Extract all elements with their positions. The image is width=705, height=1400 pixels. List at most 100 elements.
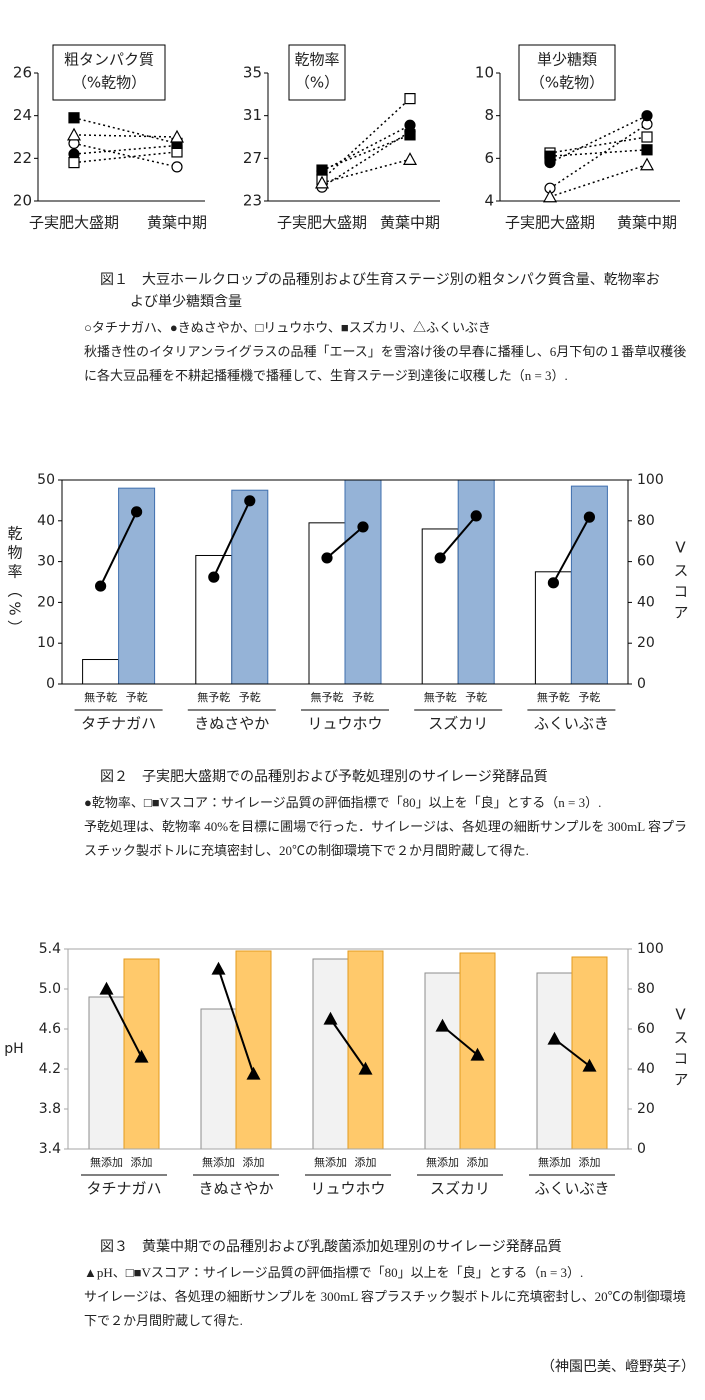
y2-axis-title: Vスコア [672, 1006, 690, 1093]
y-axis-title: pH [4, 1041, 23, 1057]
y-tick-label: 20 [37, 594, 55, 610]
series-line [321, 98, 411, 181]
chart-subtitle: （%） [295, 74, 339, 92]
bar-group-label: 無予乾 [424, 690, 457, 704]
y-tick-label: 24 [13, 106, 32, 124]
caption-note: 秋播き性のイタリアンライグラスの品種「エース」を雪溶け後の早春に播種し、6月下旬… [84, 344, 687, 383]
marker [404, 92, 416, 105]
x-tick-label: 子実肥大盛期 [505, 214, 595, 232]
y-tick-label: 6 [484, 149, 494, 167]
marker [582, 1058, 597, 1072]
marker [404, 119, 416, 131]
marker [323, 1011, 338, 1025]
bar [571, 956, 608, 1150]
plot-frame [61, 479, 629, 685]
chart-title: 単少糖類 [537, 51, 597, 69]
bar-group-label: 無予乾 [197, 690, 230, 704]
y-tick-label: 35 [243, 64, 262, 82]
series-line [217, 968, 255, 1075]
y-tick-label: 22 [13, 149, 32, 167]
y2-tick-label: 100 [637, 472, 664, 488]
bar-group-label: 無予乾 [84, 690, 117, 704]
marker [321, 552, 333, 564]
bar-group-label: 無添加 [426, 1155, 459, 1169]
marker [583, 511, 596, 523]
marker [641, 110, 653, 122]
series-line [212, 500, 251, 578]
bar [231, 489, 269, 685]
bar-group-label: 予乾 [465, 691, 487, 704]
chart-title: 粗タンパク質 [64, 51, 154, 69]
x-tick-label: きぬさやか [194, 715, 269, 733]
series-line [73, 134, 178, 138]
y2-tick-label: 80 [637, 513, 655, 529]
marker [211, 961, 226, 975]
marker [404, 129, 416, 141]
bar [312, 958, 349, 1150]
bar [235, 950, 272, 1150]
y-tick-label: 10 [475, 64, 494, 82]
marker [134, 1049, 149, 1063]
caption: 図１ 大豆ホールクロップの品種別および生育ステージ別の粗タンパク質含量、乾物率お… [84, 270, 698, 388]
marker [94, 580, 107, 592]
bar-group-label: 予乾 [239, 691, 261, 704]
x-tick-label: 子実肥大盛期 [277, 214, 367, 232]
marker [316, 164, 328, 176]
bar-group-label: 無添加 [202, 1155, 235, 1169]
y-tick-label: 23 [243, 192, 262, 210]
series-line [321, 131, 411, 188]
y-tick-label: 3.8 [39, 1101, 61, 1117]
marker [171, 161, 183, 173]
marker [131, 506, 143, 518]
bar-group-label: 添加 [355, 1156, 377, 1169]
y-tick-label: 0 [46, 676, 55, 692]
caption-legend: ●乾物率、□■Vスコア：サイレージ品質の評価指標で「80」以上を「良」とする（n… [84, 795, 602, 810]
y-tick-label: 5.0 [39, 981, 61, 997]
y-tick-label: 3.4 [39, 1141, 61, 1157]
caption-note: 予乾処理は、乾物率 40%を目標に圃場で行った．サイレージは、各処理の細断サンプ… [84, 819, 687, 858]
x-tick-label: タチナガハ [86, 1180, 161, 1198]
bar-group-label: 予乾 [352, 691, 374, 704]
y-tick-label: 26 [13, 64, 32, 82]
marker [470, 1047, 485, 1061]
y-tick-label: 31 [243, 106, 262, 124]
marker [68, 157, 80, 169]
bar [536, 972, 573, 1150]
bar [82, 659, 120, 685]
caption-title: 図１ 大豆ホールクロップの品種別および生育ステージ別の粗タンパク質含量、乾物率お… [100, 273, 660, 310]
y2-tick-label: 20 [637, 1101, 655, 1117]
caption: 図２ 子実肥大盛期での品種別および予乾処理別のサイレージ発酵品質 ●乾物率、□■… [84, 767, 698, 863]
x-tick-label: リュウホウ [310, 1180, 385, 1198]
x-tick-label: 黄葉中期 [380, 214, 440, 232]
bar-group-label: 無添加 [314, 1155, 347, 1169]
series-line [73, 117, 178, 145]
chart-title: 乾物率 [294, 51, 339, 69]
author: （神園巴美、嶝野英子） [541, 1360, 695, 1375]
marker [544, 150, 556, 162]
series-line [73, 144, 178, 155]
bar-group-label: 無予乾 [537, 690, 570, 704]
bar-group-label: 無添加 [538, 1155, 571, 1169]
series-line [73, 151, 178, 164]
y2-tick-label: 20 [637, 635, 655, 651]
bar [347, 950, 384, 1150]
series-line [549, 136, 648, 154]
title-box [52, 44, 166, 101]
x-tick-label: ふくいぶき [534, 715, 609, 733]
bar [118, 487, 156, 685]
y2-tick-label: 40 [637, 1061, 655, 1077]
marker [68, 112, 80, 124]
marker [470, 510, 482, 522]
series-line [549, 123, 648, 189]
plot-frame [67, 948, 629, 1150]
y-tick-label: 50 [37, 472, 55, 488]
series-line [549, 114, 648, 164]
marker [208, 571, 220, 583]
y-tick-label: 27 [243, 149, 262, 167]
bar [88, 996, 125, 1150]
marker [547, 577, 560, 589]
x-tick-label: ふくいぶき [534, 1180, 609, 1198]
series-line [326, 526, 364, 559]
